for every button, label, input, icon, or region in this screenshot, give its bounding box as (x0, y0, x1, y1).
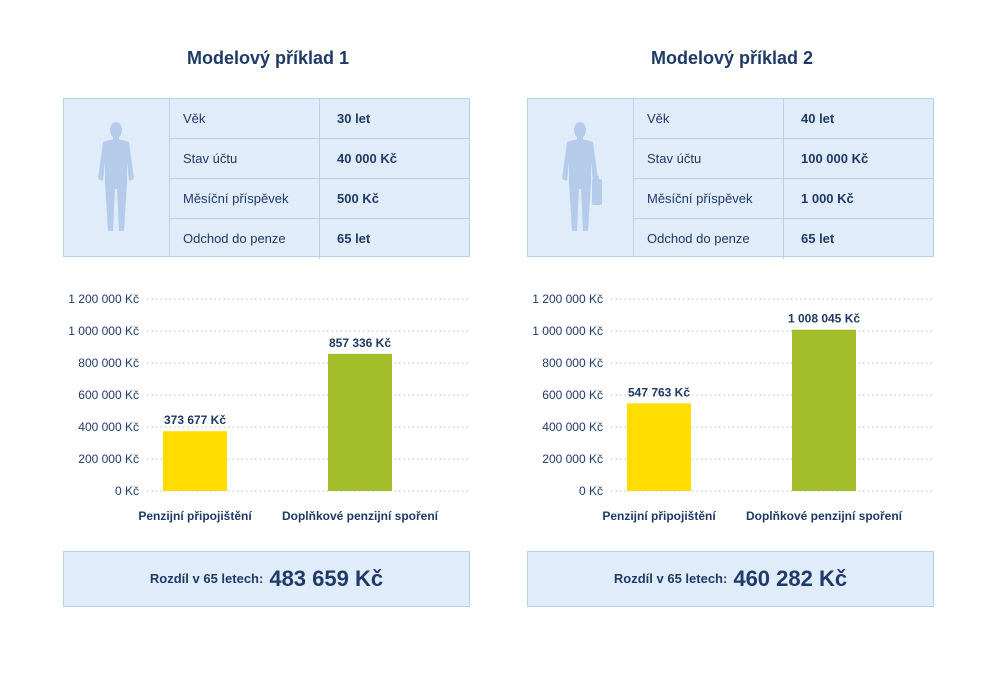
difference-label: Rozdíl v 65 letech: (149, 571, 264, 586)
y-tick-label: 600 000 Kč (542, 388, 603, 402)
category-label: Doplňkové penzijní spoření (282, 509, 439, 523)
y-tick-label: 600 000 Kč (78, 388, 139, 402)
y-tick-label: 1 200 000 Kč (68, 292, 139, 306)
model-example-panel-2: Modelový příklad 2 Věk 40 let Stav účtu … (527, 0, 937, 673)
parameter-label: Stav účtu (169, 139, 320, 178)
chart-svg: 0 Kč 200 000 Kč 400 000 Kč 600 000 Kč 800 00… (532, 292, 935, 523)
data-label: 857 336 Kč (329, 336, 391, 350)
parameter-label: Věk (633, 99, 784, 138)
parameter-value: 40 000 Kč (337, 151, 397, 166)
parameter-row: Věk 30 let (169, 99, 470, 139)
man-standing-icon (98, 122, 134, 231)
bar (627, 403, 691, 491)
y-tick-label: 1 000 000 Kč (68, 324, 139, 338)
y-tick-label: 0 Kč (115, 484, 139, 498)
category-label: Doplňkové penzijní spoření (746, 509, 903, 523)
parameter-row: Stav účtu 40 000 Kč (169, 139, 470, 179)
parameter-label: Odchod do penze (633, 219, 784, 259)
bar (163, 431, 227, 491)
model-example-panel-1: Modelový příklad 1 Věk 30 let Stav účtu … (63, 0, 473, 673)
difference-value: 460 282 Kč (733, 566, 848, 591)
parameter-value: 100 000 Kč (801, 151, 869, 166)
category-label: Penzijní připojištění (602, 509, 716, 523)
parameter-row: Věk 40 let (633, 99, 934, 139)
difference-box: Rozdíl v 65 letech: 483 659 Kč (63, 551, 470, 607)
panel-title: Modelový příklad 1 (186, 48, 350, 68)
y-tick-label: 200 000 Kč (542, 452, 603, 466)
bar (328, 353, 392, 491)
panel-title: Modelový příklad 2 (650, 48, 814, 68)
savings-bar-chart: 0 Kč 200 000 Kč 400 000 Kč 600 000 Kč 800 00… (527, 285, 937, 535)
data-label: 1 008 045 Kč (788, 312, 860, 326)
parameter-label: Měsíční příspěvek (633, 179, 784, 218)
y-tick-label: 800 000 Kč (542, 356, 603, 370)
difference-label: Rozdíl v 65 letech: (613, 571, 728, 586)
parameter-row: Odchod do penze 65 let (633, 219, 934, 259)
parameters-table: Věk 40 let Stav účtu 100 000 Kč Měsíční … (527, 98, 934, 259)
parameter-row: Měsíční příspěvek 1 000 Kč (633, 179, 934, 219)
y-tick-label: 400 000 Kč (78, 420, 139, 434)
man-with-briefcase-icon (562, 122, 602, 231)
category-label: Penzijní připojištění (138, 509, 252, 523)
parameter-value: 40 let (801, 111, 835, 126)
parameter-value: 65 let (337, 231, 371, 246)
parameter-label: Věk (169, 99, 320, 138)
parameter-row: Odchod do penze 65 let (169, 219, 470, 259)
savings-bar-chart: 0 Kč 200 000 Kč 400 000 Kč 600 000 Kč 800 00… (63, 285, 473, 535)
bar (792, 329, 856, 491)
y-tick-label: 1 000 000 Kč (532, 324, 603, 338)
data-label: 373 677 Kč (164, 413, 226, 427)
y-tick-label: 200 000 Kč (78, 452, 139, 466)
difference-value: 483 659 Kč (269, 566, 384, 591)
parameters-table: Věk 30 let Stav účtu 40 000 Kč Měsíční p… (63, 98, 470, 259)
parameter-label: Měsíční příspěvek (169, 179, 320, 218)
parameter-row: Měsíční příspěvek 500 Kč (169, 179, 470, 219)
parameter-label: Stav účtu (633, 139, 784, 178)
y-tick-label: 800 000 Kč (78, 356, 139, 370)
parameter-value: 1 000 Kč (801, 191, 854, 206)
y-tick-label: 0 Kč (579, 484, 603, 498)
y-tick-label: 400 000 Kč (542, 420, 603, 434)
chart-svg: 0 Kč 200 000 Kč 400 000 Kč 600 000 Kč 800 00… (68, 292, 471, 523)
parameter-value: 65 let (801, 231, 835, 246)
data-label: 547 763 Kč (628, 385, 690, 399)
parameter-label: Odchod do penze (169, 219, 320, 259)
parameter-value: 500 Kč (337, 191, 379, 206)
y-tick-label: 1 200 000 Kč (532, 292, 603, 306)
parameter-row: Stav účtu 100 000 Kč (633, 139, 934, 179)
parameter-value: 30 let (337, 111, 371, 126)
difference-box: Rozdíl v 65 letech: 460 282 Kč (527, 551, 934, 607)
